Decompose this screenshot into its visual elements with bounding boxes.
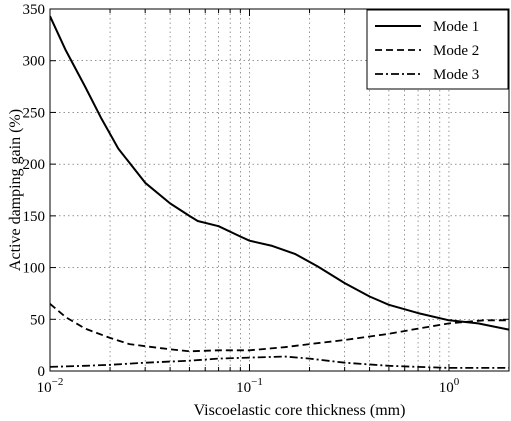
x-axis-label: Viscoelastic core thickness (mm) — [194, 402, 406, 419]
y-tick-label: 150 — [23, 209, 46, 225]
series-line-mode-2 — [50, 303, 509, 353]
x-tick-label: 100 — [439, 376, 460, 396]
legend-label: Mode 1 — [433, 19, 479, 35]
y-tick-label: 250 — [23, 105, 46, 121]
y-tick-label: 50 — [30, 312, 45, 328]
series-line-mode-1 — [50, 15, 509, 331]
y-tick-label: 350 — [23, 2, 46, 18]
legend-label: Mode 2 — [433, 43, 479, 59]
y-tick-label: 100 — [23, 261, 46, 277]
legend: Mode 1 Mode 2 Mode 3 — [366, 9, 509, 90]
y-tick-label: 200 — [23, 157, 46, 173]
x-tick-label: 10−2 — [37, 376, 64, 396]
x-tick-label: 10−1 — [236, 376, 263, 396]
plot-series — [50, 15, 509, 369]
legend-label: Mode 3 — [433, 67, 479, 83]
plot-frame — [49, 8, 510, 372]
axis-ticks: 0 50 100 150 200 250 300 350 10−2 10−1 100 — [23, 2, 510, 396]
y-axis-label: Active damping gain (%) — [7, 109, 24, 271]
y-tick-label: 300 — [23, 54, 46, 70]
y-tick-label: 0 — [38, 364, 46, 380]
series-line-mode-3 — [50, 355, 509, 369]
